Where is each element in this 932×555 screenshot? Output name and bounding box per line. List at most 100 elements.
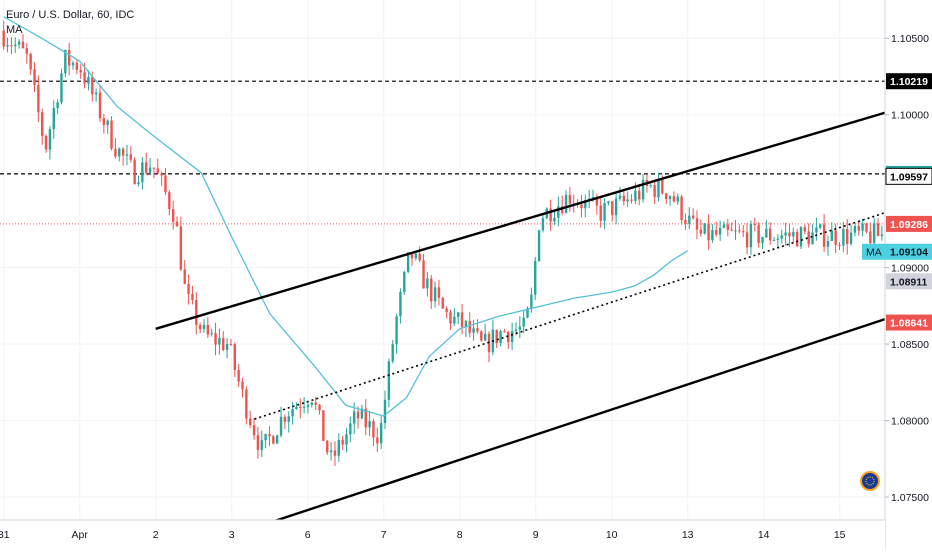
candle-body bbox=[623, 196, 625, 202]
candle-body bbox=[515, 330, 517, 332]
candle-body bbox=[253, 425, 255, 435]
candle-body bbox=[118, 149, 120, 157]
candle-body bbox=[634, 191, 636, 201]
candle-body bbox=[700, 230, 702, 234]
candle-body bbox=[730, 230, 732, 231]
candle-body bbox=[569, 195, 571, 204]
candle-body bbox=[861, 224, 863, 231]
candle-body bbox=[392, 344, 394, 361]
candle-body bbox=[68, 50, 70, 65]
candle-body bbox=[811, 232, 813, 244]
candle-body bbox=[800, 227, 802, 246]
candle-body bbox=[869, 232, 871, 244]
price-tick-label: 1.10500 bbox=[891, 33, 929, 45]
price-label-sl[interactable]: 1.08641 bbox=[886, 315, 932, 331]
candle-body bbox=[723, 224, 725, 227]
candle-body bbox=[727, 224, 729, 229]
price-tick-label: 1.08500 bbox=[891, 339, 929, 351]
candle-body bbox=[565, 195, 567, 213]
price-label-text: 1.09104 bbox=[890, 247, 928, 259]
candle-body bbox=[106, 120, 108, 125]
price-label-text: 1.08641 bbox=[890, 318, 928, 330]
eu-event-icon[interactable] bbox=[861, 472, 879, 490]
candle-body bbox=[257, 435, 259, 450]
candle-body bbox=[110, 120, 112, 148]
candle-body bbox=[769, 229, 771, 241]
candle-body bbox=[338, 440, 340, 456]
time-tick-label: 31 bbox=[0, 529, 10, 541]
indicator-label[interactable]: MA bbox=[6, 23, 134, 38]
candle-body bbox=[430, 278, 432, 301]
candle-body bbox=[615, 199, 617, 216]
price-label-prefix: MA bbox=[866, 247, 882, 259]
candle-body bbox=[187, 284, 189, 294]
candle-body bbox=[399, 292, 401, 316]
candle-body bbox=[29, 54, 31, 70]
candle-body bbox=[580, 205, 582, 209]
candle-body bbox=[808, 231, 810, 244]
candle-body bbox=[449, 312, 451, 323]
time-tick-label: 9 bbox=[533, 529, 539, 541]
candle-body bbox=[345, 434, 347, 444]
candle-body bbox=[222, 338, 224, 350]
candle-body bbox=[284, 417, 286, 422]
candle-body bbox=[761, 237, 763, 243]
candle-body bbox=[26, 48, 28, 54]
candle-body bbox=[276, 435, 278, 443]
candle-body bbox=[692, 216, 694, 219]
candle-body bbox=[788, 233, 790, 237]
candle-body bbox=[172, 209, 174, 222]
candle-body bbox=[114, 149, 116, 157]
price-tick-label: 1.09000 bbox=[891, 263, 929, 275]
candle-body bbox=[56, 102, 58, 108]
candle-body bbox=[99, 93, 101, 119]
price-label-entry[interactable]: 1.08911 bbox=[886, 273, 932, 289]
candle-body bbox=[750, 224, 752, 247]
candle-body bbox=[91, 77, 93, 94]
candle-body bbox=[754, 224, 756, 225]
channel-mid-line bbox=[255, 133, 932, 419]
symbol-title[interactable]: Euro / U.S. Dollar, 60, IDC bbox=[6, 8, 134, 23]
candle-body bbox=[368, 421, 370, 427]
price-label-ma[interactable]: MA 1.09104 bbox=[862, 244, 932, 260]
candle-body bbox=[873, 223, 875, 243]
price-label-last[interactable]: 1.09286 bbox=[886, 216, 932, 232]
candle-body bbox=[87, 77, 89, 84]
candle-body bbox=[341, 440, 343, 444]
candle-body bbox=[249, 419, 251, 426]
candle-body bbox=[191, 294, 193, 300]
candle-body bbox=[781, 235, 783, 238]
candle-body bbox=[445, 308, 447, 312]
price-label-text: 1.09597 bbox=[890, 171, 928, 183]
candle-body bbox=[322, 410, 324, 441]
candle-body bbox=[318, 405, 320, 410]
candle-body bbox=[738, 230, 740, 231]
price-tick-label: 1.10000 bbox=[891, 110, 929, 122]
candle-body bbox=[80, 70, 82, 72]
candle-body bbox=[792, 232, 794, 237]
candle-body bbox=[503, 331, 505, 332]
candle-body bbox=[657, 180, 659, 198]
price-label-text: 1.08911 bbox=[890, 276, 928, 288]
candle-body bbox=[426, 278, 428, 288]
candle-body bbox=[476, 328, 478, 331]
candle-body bbox=[157, 168, 159, 173]
time-tick-label: 10 bbox=[606, 529, 618, 541]
candle-body bbox=[203, 325, 205, 329]
candle-body bbox=[230, 344, 232, 345]
price-label-upper[interactable]: 1.09597 bbox=[886, 168, 932, 184]
price-label-resistance[interactable]: 1.10219 bbox=[886, 73, 932, 89]
candle-body bbox=[438, 287, 440, 298]
candle-body bbox=[388, 361, 390, 399]
candle-body bbox=[877, 223, 879, 236]
candle-body bbox=[261, 440, 263, 450]
price-label-text: 1.10219 bbox=[890, 76, 928, 88]
candle-body bbox=[600, 206, 602, 221]
candle-body bbox=[372, 421, 374, 437]
candle-body bbox=[765, 229, 767, 238]
candle-body bbox=[291, 409, 293, 416]
grid bbox=[0, 0, 885, 520]
candle-body bbox=[865, 224, 867, 232]
